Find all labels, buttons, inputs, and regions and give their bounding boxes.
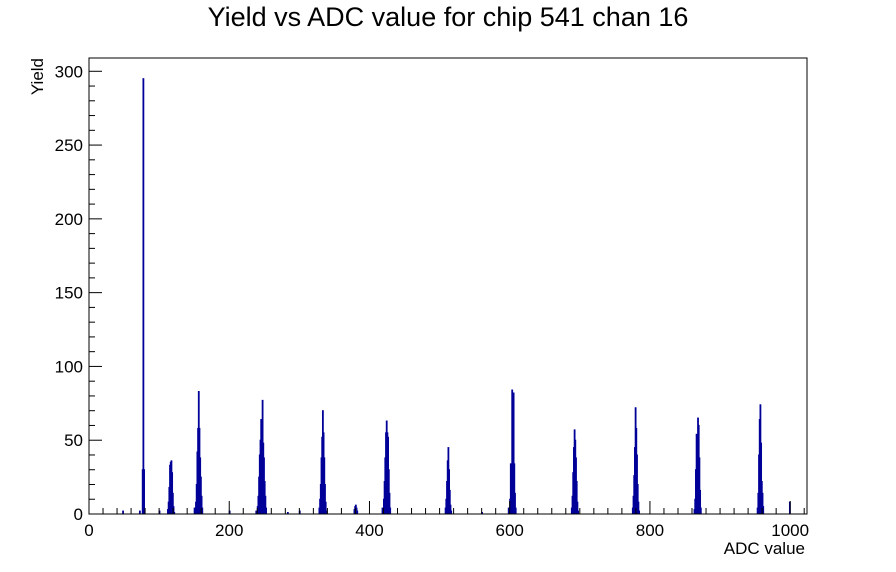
x-tick-label: 200 bbox=[215, 521, 243, 540]
y-tick-label: 200 bbox=[55, 210, 83, 229]
histogram-bin bbox=[762, 506, 765, 515]
histogram-series bbox=[122, 78, 791, 515]
y-axis-label: Yield bbox=[28, 58, 47, 95]
y-tick-label: 100 bbox=[55, 357, 83, 376]
histogram-bin bbox=[389, 507, 392, 515]
histogram-bin bbox=[507, 507, 510, 515]
plot-frame bbox=[88, 57, 808, 515]
histogram-bin bbox=[193, 507, 196, 515]
y-tick-label: 300 bbox=[55, 62, 83, 81]
histogram-bin bbox=[699, 507, 702, 515]
chart-title: Yield vs ADC value for chip 541 chan 16 bbox=[207, 2, 689, 32]
x-tick-label: 1000 bbox=[771, 521, 809, 540]
x-tick-label: 0 bbox=[84, 521, 93, 540]
axes: 0 200 400 600 800 1000 0 50 100 150 200 250 300 bbox=[55, 62, 809, 540]
histogram-bin bbox=[381, 507, 384, 515]
x-tick-label: 800 bbox=[636, 521, 664, 540]
y-tick-label: 150 bbox=[55, 284, 83, 303]
x-tick-label: 600 bbox=[496, 521, 524, 540]
histogram-bin bbox=[143, 469, 145, 515]
histogram-bin bbox=[265, 507, 268, 515]
x-tick-label: 400 bbox=[355, 521, 383, 540]
y-tick-label: 250 bbox=[55, 136, 83, 155]
histogram-bin bbox=[514, 507, 517, 515]
histogram-bin bbox=[201, 507, 204, 515]
y-tick-label: 0 bbox=[74, 505, 83, 524]
histogram-bin bbox=[142, 78, 145, 515]
y-tick-label: 50 bbox=[64, 431, 83, 450]
x-axis-label: ADC value bbox=[724, 539, 805, 558]
